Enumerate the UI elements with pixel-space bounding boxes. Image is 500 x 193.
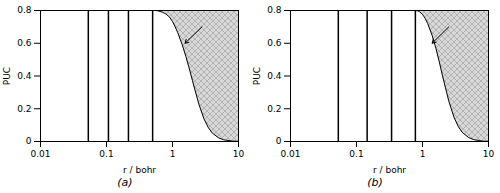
svg-text:0.01: 0.01 <box>30 149 50 159</box>
svg-text:1: 1 <box>420 149 426 159</box>
svg-text:10: 10 <box>233 149 245 159</box>
svg-text:r / bohr: r / bohr <box>373 165 406 175</box>
svg-text:0.6: 0.6 <box>17 38 32 48</box>
svg-text:0.1: 0.1 <box>99 149 113 159</box>
html-text:(b): (b) <box>367 176 383 189</box>
svg-text:1: 1 <box>170 149 176 159</box>
svg-text:0.6: 0.6 <box>267 38 282 48</box>
svg-text:r / bohr: r / bohr <box>123 165 156 175</box>
svg-text:0: 0 <box>26 136 32 146</box>
svg-text:0.8: 0.8 <box>267 5 282 15</box>
svg-text:0.1: 0.1 <box>349 149 363 159</box>
svg-text:PUC: PUC <box>252 67 262 85</box>
svg-text:0.01: 0.01 <box>280 149 300 159</box>
svg-text:0.4: 0.4 <box>267 71 282 81</box>
svg-text:0: 0 <box>276 136 282 146</box>
svg-text:PUC: PUC <box>2 67 12 85</box>
html-text:(a): (a) <box>117 176 133 189</box>
svg-text:10: 10 <box>483 149 495 159</box>
svg-text:0.8: 0.8 <box>17 5 32 15</box>
svg-text:0.2: 0.2 <box>17 104 31 114</box>
svg-text:0.2: 0.2 <box>267 104 281 114</box>
svg-text:0.4: 0.4 <box>17 71 32 81</box>
